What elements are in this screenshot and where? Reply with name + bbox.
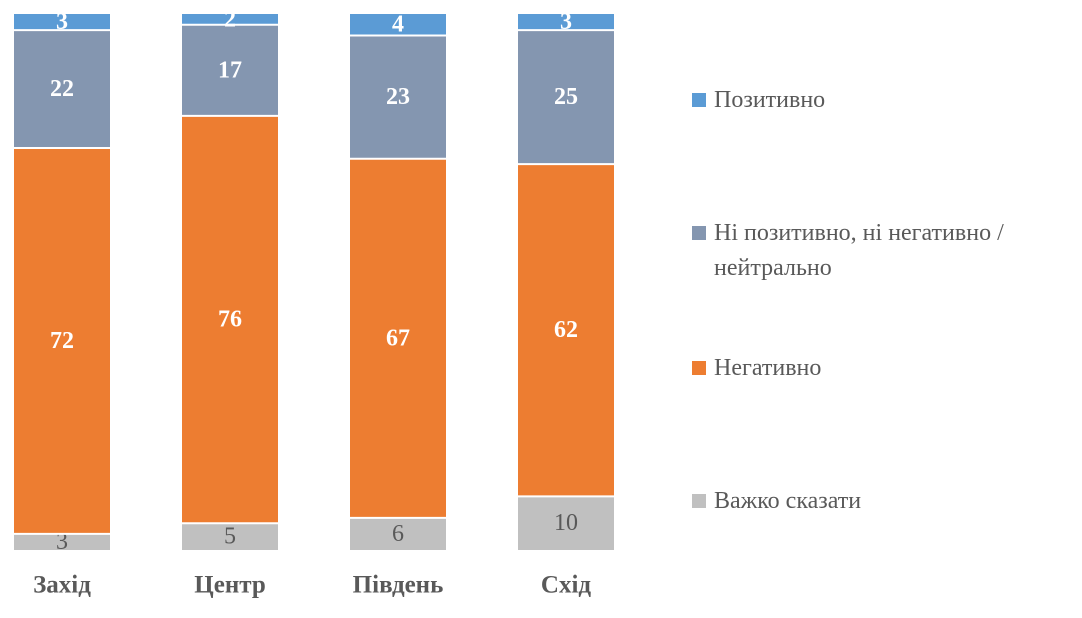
bar-segment-центр-2 [182, 115, 278, 524]
data-label-південь-2: 67 [386, 325, 410, 351]
data-label-центр-3: 17 [218, 57, 242, 83]
x-tick-label-південь: Південь [353, 572, 444, 599]
bar-segment-схід-1 [518, 496, 614, 550]
data-label-захід-2: 72 [50, 328, 74, 354]
data-label-південь-1: 6 [392, 521, 404, 547]
x-tick-label-схід: Схід [541, 572, 592, 599]
bar-segment-південь-3 [350, 35, 446, 159]
legend-label-2-line-2: нейтрально [714, 255, 832, 281]
legend-label-4: Важко сказати [714, 488, 861, 514]
data-label-центр-2: 76 [218, 307, 242, 333]
bar-segment-південь-2 [350, 158, 446, 518]
bar-segment-захід-2 [14, 148, 110, 534]
legend-label-2-line-1: Ні позитивно, ні негативно / [714, 220, 1004, 246]
data-label-південь-4: 4 [392, 12, 404, 38]
data-label-захід-3: 22 [50, 76, 74, 102]
legend: Позитивно Ні позитивно, ні негативно / ней… [692, 87, 1004, 514]
data-label-центр-1: 5 [224, 524, 236, 550]
bar-segment-схід-2 [518, 164, 614, 497]
x-tick-label-центр: Центр [194, 572, 265, 599]
bar-segment-центр-1 [182, 523, 278, 550]
bar-segment-південь-1 [350, 517, 446, 550]
data-label-південь-3: 23 [386, 84, 410, 110]
legend-swatch-3 [692, 361, 706, 375]
data-label-захід-1: 3 [56, 529, 68, 555]
data-label-схід-2: 62 [554, 317, 578, 343]
data-label-схід-4: 3 [560, 9, 572, 35]
bar-segment-схід-4 [518, 14, 614, 31]
x-tick-label-захід: Захід [33, 572, 91, 599]
data-label-захід-4: 3 [56, 9, 68, 35]
legend-swatch-4 [692, 494, 706, 508]
data-label-схід-1: 10 [554, 510, 578, 536]
data-label-центр-4: 2 [224, 6, 236, 32]
legend-swatch-1 [692, 93, 706, 107]
bar-segment-схід-3 [518, 30, 614, 165]
legend-swatch-2 [692, 226, 706, 240]
legend-label-3: Негативно [714, 355, 821, 381]
bar-segment-захід-3 [14, 30, 110, 148]
bar-segment-південь-4 [350, 14, 446, 36]
bar-segment-центр-3 [182, 24, 278, 116]
data-label-схід-3: 25 [554, 84, 578, 110]
bar-segment-центр-4 [182, 14, 278, 25]
bar-segment-захід-1 [14, 533, 110, 550]
bar-segment-захід-4 [14, 14, 110, 31]
legend-label-1: Позитивно [714, 87, 825, 113]
